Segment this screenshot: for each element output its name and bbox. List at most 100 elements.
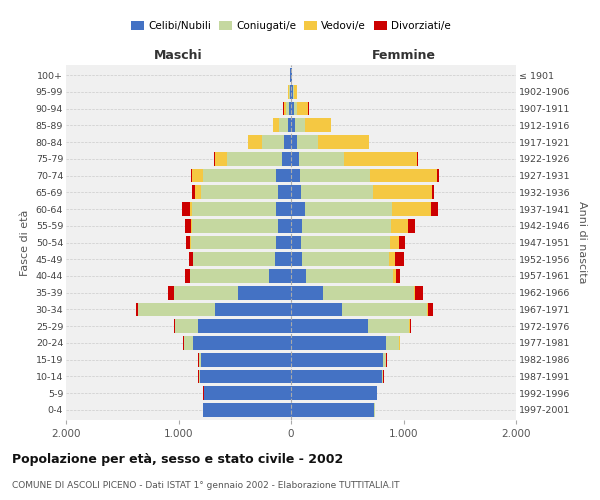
Bar (191, 168, 192, 182)
Bar (175, 320, 197, 333)
Bar (389, 252, 395, 266)
Bar (373, 186, 431, 199)
Bar (205, 386, 291, 400)
Bar (199, 370, 200, 384)
Bar (284, 102, 286, 116)
Bar (291, 320, 367, 333)
Bar (410, 320, 411, 333)
Bar (182, 202, 190, 216)
Bar (428, 302, 433, 316)
Bar (199, 353, 201, 366)
Bar (201, 186, 277, 199)
Bar (278, 118, 287, 132)
Bar (291, 85, 293, 98)
Bar (192, 168, 203, 182)
Bar (227, 152, 282, 166)
Bar (291, 386, 377, 400)
Bar (196, 186, 201, 199)
Bar (290, 85, 291, 98)
Bar (277, 202, 291, 216)
Bar (291, 168, 300, 182)
Bar (301, 186, 373, 199)
Bar (323, 286, 413, 300)
Bar (282, 152, 291, 166)
Bar (305, 269, 394, 283)
Bar (215, 302, 291, 316)
Bar (193, 336, 291, 350)
Bar (294, 85, 297, 98)
Bar (437, 168, 439, 182)
Y-axis label: Anni di nascita: Anni di nascita (577, 201, 587, 284)
Bar (192, 186, 196, 199)
Bar (291, 219, 302, 232)
Bar (286, 102, 289, 116)
Bar (299, 152, 344, 166)
Bar (174, 286, 238, 300)
Bar (203, 403, 291, 417)
Bar (392, 202, 431, 216)
Bar (305, 202, 392, 216)
Bar (291, 102, 294, 116)
Bar (395, 252, 404, 266)
Bar (415, 286, 422, 300)
Bar (291, 186, 301, 199)
Bar (291, 336, 386, 350)
Bar (367, 320, 409, 333)
Bar (291, 302, 341, 316)
Bar (185, 269, 190, 283)
Bar (284, 135, 291, 149)
Bar (383, 353, 386, 366)
Bar (382, 370, 383, 384)
Bar (431, 202, 439, 216)
Bar (344, 152, 417, 166)
Bar (296, 135, 318, 149)
Bar (191, 236, 277, 250)
Bar (193, 252, 275, 266)
Bar (431, 186, 434, 199)
Bar (302, 219, 391, 232)
Bar (291, 269, 305, 283)
Bar (273, 118, 278, 132)
Bar (238, 286, 291, 300)
Bar (262, 135, 284, 149)
Bar (300, 168, 370, 182)
Bar (341, 302, 427, 316)
Bar (138, 302, 215, 316)
Bar (293, 85, 294, 98)
Bar (291, 370, 382, 384)
Bar (291, 403, 374, 417)
Bar (291, 353, 383, 366)
Bar (297, 102, 308, 116)
Bar (248, 135, 262, 149)
Bar (277, 168, 291, 182)
Bar (191, 219, 192, 232)
Bar (203, 168, 277, 182)
Bar (301, 236, 390, 250)
Bar (291, 135, 296, 149)
Bar (201, 353, 291, 366)
Bar (318, 135, 368, 149)
Bar (291, 152, 299, 166)
Text: COMUNE DI ASCOLI PICENO - Dati ISTAT 1° gennaio 2002 - Elaborazione TUTTITALIA.I: COMUNE DI ASCOLI PICENO - Dati ISTAT 1° … (12, 481, 400, 490)
Bar (190, 252, 193, 266)
Bar (291, 202, 305, 216)
Legend: Celibi/Nubili, Coniugati/e, Vedovi/e, Divorziati/e: Celibi/Nubili, Coniugati/e, Vedovi/e, Di… (127, 17, 455, 36)
Bar (291, 236, 301, 250)
Bar (291, 252, 302, 266)
Bar (190, 269, 269, 283)
Bar (291, 118, 295, 132)
Bar (185, 219, 191, 232)
Bar (277, 186, 291, 199)
Y-axis label: Fasce di età: Fasce di età (20, 210, 30, 276)
Bar (269, 269, 291, 283)
Bar (197, 320, 291, 333)
Bar (192, 219, 277, 232)
Bar (391, 219, 408, 232)
Bar (394, 269, 396, 283)
Bar (215, 152, 227, 166)
Bar (275, 252, 291, 266)
Bar (289, 102, 291, 116)
Text: Popolazione per età, sesso e stato civile - 2002: Popolazione per età, sesso e stato civil… (12, 452, 343, 466)
Text: Femmine: Femmine (371, 48, 436, 62)
Bar (186, 236, 190, 250)
